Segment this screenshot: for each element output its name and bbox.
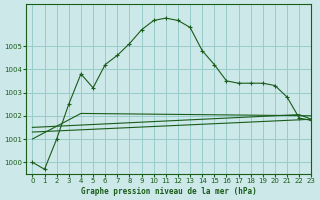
X-axis label: Graphe pression niveau de la mer (hPa): Graphe pression niveau de la mer (hPa) xyxy=(81,187,257,196)
